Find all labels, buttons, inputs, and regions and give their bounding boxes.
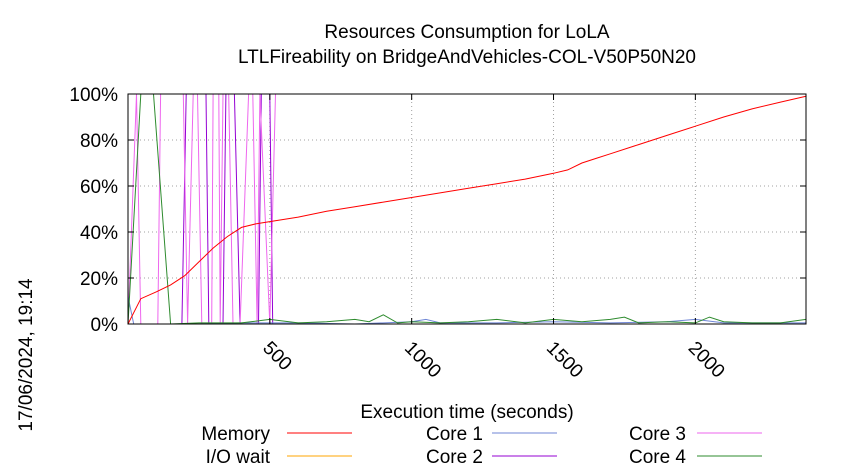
y-tick-label: 80% (80, 131, 118, 152)
x-tick-label: 500 (258, 338, 295, 375)
legend-label-core-3: Core 3 (629, 424, 686, 445)
y-tick-label: 60% (80, 177, 118, 198)
series-line-core-1 (127, 296, 806, 325)
legend-label-memory: Memory (201, 424, 270, 445)
x-axis: 500 1000 1500 2000 (258, 94, 729, 383)
legend-label-core-4: Core 4 (629, 447, 686, 468)
x-tick-label: 1000 (400, 338, 445, 383)
chart-subtitle: LTLFireability on BridgeAndVehicles-COL-… (238, 47, 696, 68)
timestamp-label: 17/06/2024, 19:14 (16, 278, 37, 432)
y-axis: 0% 20% 40% 60% 80% 100% (69, 85, 806, 336)
x-tick-label: 1500 (542, 338, 587, 383)
x-axis-label: Execution time (seconds) (360, 402, 573, 423)
y-tick-label: 100% (69, 85, 118, 106)
series-line-core-4 (127, 93, 807, 325)
y-tick-label: 40% (80, 223, 118, 244)
series-line-memory (127, 95, 807, 325)
legend-label-core-2: Core 2 (426, 447, 483, 468)
grid-lines (128, 94, 806, 324)
legend-label-i-o-wait: I/O wait (206, 447, 271, 468)
legend-label-core-1: Core 1 (426, 424, 483, 445)
y-tick-label: 0% (91, 315, 119, 336)
plot-frame (127, 93, 807, 325)
y-tick-label: 20% (80, 269, 118, 290)
series-layer (127, 93, 807, 325)
series-line-core-3 (127, 93, 806, 325)
x-tick-label: 2000 (684, 338, 729, 383)
chart-title: Resources Consumption for LoLA (324, 22, 609, 43)
